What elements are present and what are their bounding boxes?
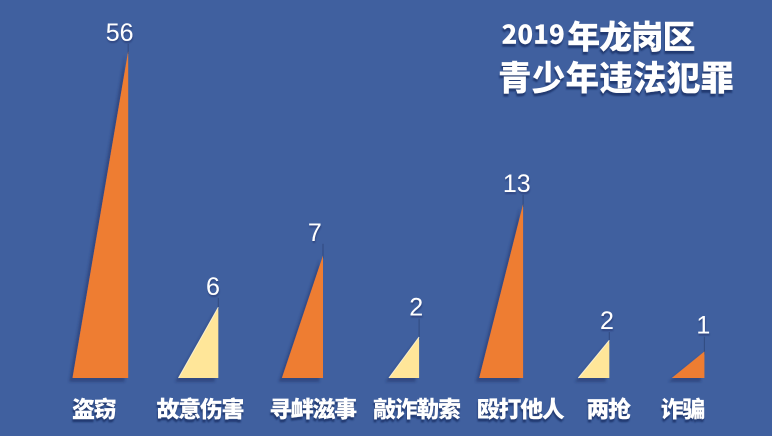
svg-text:7: 7: [308, 219, 322, 247]
svg-text:56: 56: [106, 19, 134, 47]
svg-text:6: 6: [206, 273, 220, 301]
svg-text:2: 2: [600, 307, 614, 335]
svg-text:2: 2: [409, 294, 423, 322]
svg-text:13: 13: [503, 170, 531, 198]
svg-text:1: 1: [696, 312, 710, 340]
